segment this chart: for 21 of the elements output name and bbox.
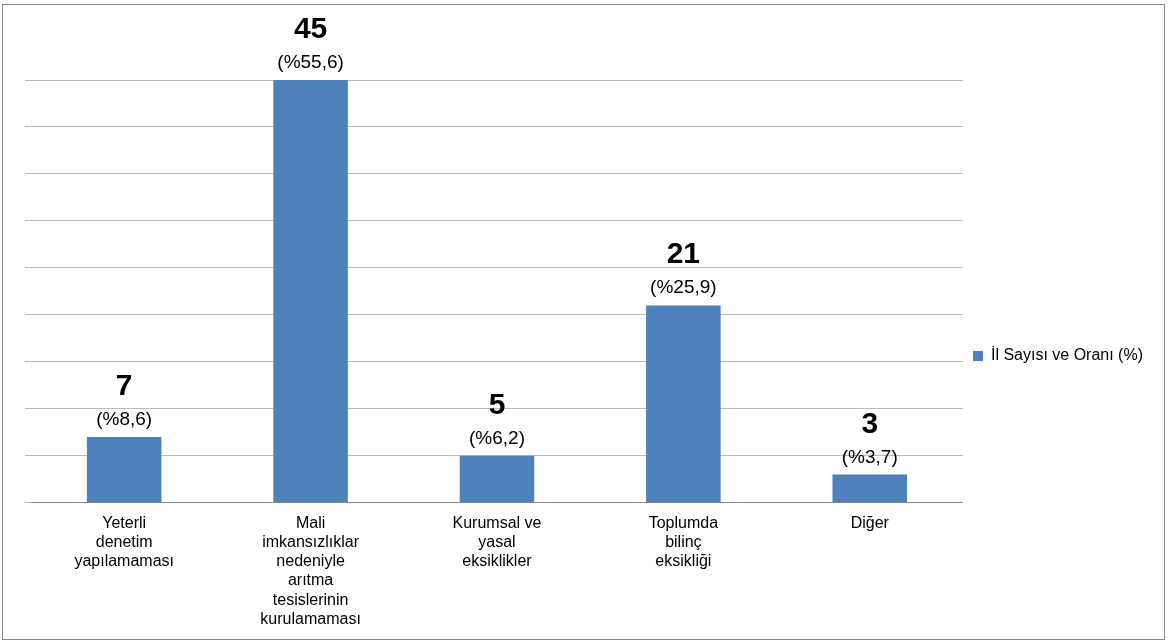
annotation: (%25,9) [650, 276, 717, 298]
annotation: (%8,6) [96, 408, 153, 430]
data-label: 7 [115, 368, 133, 402]
data-label: 45 [293, 11, 328, 44]
bar [86, 437, 162, 503]
data-label: 21 [666, 236, 701, 270]
annotation: (%55,6) [277, 51, 344, 72]
x-tick-label: Kurumsal ve yasal eksiklikler [452, 513, 542, 570]
data-label: 3 [861, 405, 879, 439]
annotation: (%6,2) [469, 426, 525, 448]
bar [832, 474, 908, 503]
x-tick-label: Yeterli denetim yapılamaması [74, 513, 174, 570]
x-tick-label: Toplumda bilinç eksikliği [648, 513, 719, 570]
x-tick-label: Mali imkansızlıklar nedeniyle arıtma tesislerinin kurulamaması [260, 513, 361, 627]
bar [459, 455, 535, 503]
data-label: 5 [488, 386, 506, 420]
bar [646, 305, 721, 503]
annotation: (%3,7) [841, 445, 898, 467]
legend-label: İl Sayısı ve Oranı (%) [990, 345, 1144, 364]
x-tick-label: Diğer [850, 513, 890, 531]
bar [273, 80, 348, 503]
